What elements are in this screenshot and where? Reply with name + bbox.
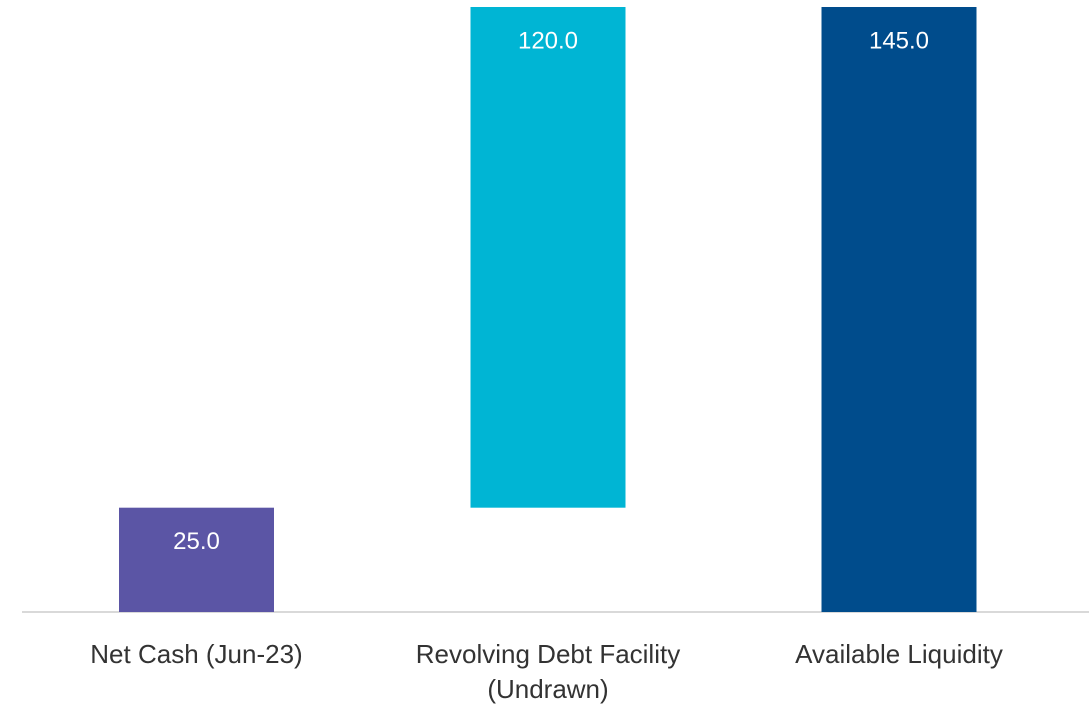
x-tick-label: Net Cash (Jun-23) [90, 639, 303, 669]
value-label: 120.0 [518, 27, 578, 54]
value-label: 25.0 [173, 528, 220, 555]
x-tick-label: Revolving Debt Facility (Undrawn) [415, 639, 681, 704]
value-label: 145.0 [869, 27, 929, 54]
bar [470, 7, 626, 508]
x-tick-label: Available Liquidity [795, 639, 1003, 669]
bar [119, 507, 274, 612]
bar [821, 7, 977, 612]
